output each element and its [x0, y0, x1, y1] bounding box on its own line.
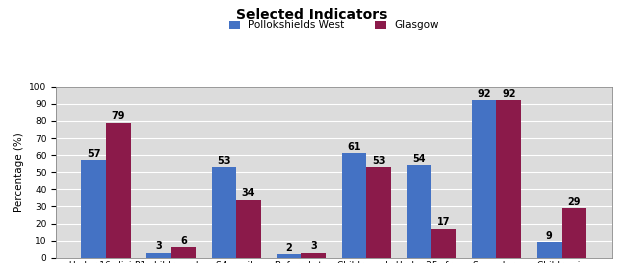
Text: 92: 92 — [502, 89, 515, 99]
Bar — [431, 229, 456, 258]
Bar — [407, 165, 431, 258]
Text: 61: 61 — [348, 142, 361, 152]
Text: 2: 2 — [286, 243, 292, 253]
Text: 34: 34 — [242, 188, 255, 198]
Text: 3: 3 — [310, 241, 317, 251]
Bar — [106, 123, 131, 258]
Text: 3: 3 — [155, 241, 162, 251]
Bar — [366, 167, 391, 258]
Bar — [236, 200, 261, 258]
Bar — [212, 167, 236, 258]
Bar — [81, 160, 106, 258]
Bar — [562, 208, 587, 258]
Text: 53: 53 — [372, 156, 386, 166]
Bar — [472, 100, 497, 258]
Bar — [171, 247, 196, 258]
Text: 53: 53 — [217, 156, 231, 166]
Text: 54: 54 — [412, 154, 426, 164]
Legend: Pollokshields West, Glasgow: Pollokshields West, Glasgow — [229, 20, 439, 30]
Text: 92: 92 — [477, 89, 491, 99]
Bar — [537, 242, 562, 258]
Text: Selected Indicators: Selected Indicators — [236, 8, 388, 22]
Bar — [301, 252, 326, 258]
Text: 29: 29 — [567, 197, 581, 207]
Text: 79: 79 — [112, 111, 125, 121]
Text: 6: 6 — [180, 236, 187, 246]
Y-axis label: Percentage (%): Percentage (%) — [14, 132, 24, 212]
Bar — [497, 100, 521, 258]
Bar — [342, 153, 366, 258]
Text: 17: 17 — [437, 217, 451, 227]
Text: 57: 57 — [87, 149, 100, 159]
Bar — [276, 254, 301, 258]
Bar — [147, 252, 171, 258]
Text: 9: 9 — [546, 231, 553, 241]
